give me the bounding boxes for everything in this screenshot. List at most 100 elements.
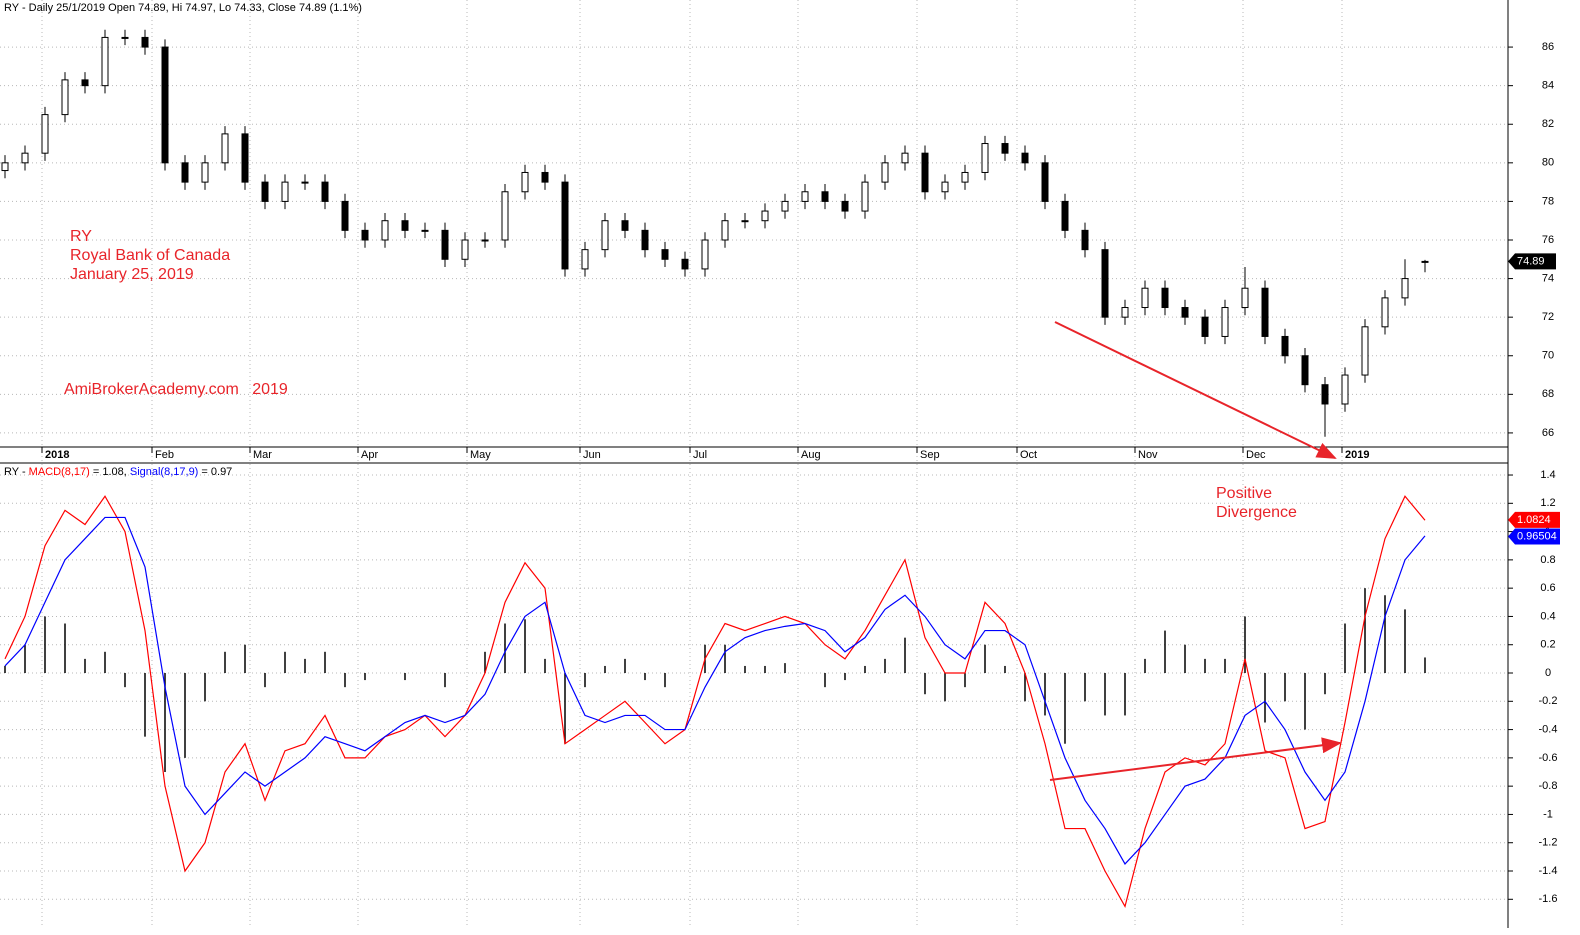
candle-body [961,171,969,183]
candle-body [1041,162,1049,202]
candle-body [361,229,369,241]
candle-body [1081,229,1089,251]
macd-title: RY - MACD(8,17) = 1.08, Signal(8,17,9) =… [4,466,232,478]
candle-body [321,181,329,202]
annotation: RY [70,228,92,245]
candle-body [101,36,109,87]
value-label: 74.89 [1517,255,1545,267]
candle-body [501,191,509,241]
candle-body [221,133,229,164]
candle-body [481,239,489,242]
x-tick-label: Apr [361,449,378,461]
title-part: = 0.97 [198,466,232,478]
candle-body [301,181,309,184]
value-label: 0.96504 [1517,530,1557,542]
y-tick-label: -0.4 [1539,723,1558,735]
candle-body [581,249,589,270]
y-tick-label: -1.2 [1539,837,1558,849]
candle-body [1121,307,1129,318]
x-tick-label: Dec [1246,449,1266,461]
y-tick-label: -0.6 [1539,752,1558,764]
x-tick-label: 2018 [45,449,69,461]
candle-body [1181,307,1189,318]
candle-body [681,258,689,270]
candle-body [1241,287,1249,309]
y-tick-label: 0.2 [1540,639,1555,651]
x-tick-label: Mar [253,449,272,461]
x-tick-label: Oct [1020,449,1037,461]
y-tick-label: 86 [1542,41,1554,53]
annotation: Positive [1216,485,1272,502]
candle-body [21,152,29,164]
candle-body [1341,374,1349,405]
candle-body [1261,287,1269,337]
title-part: MACD(8,17) [29,466,90,478]
candle-body [461,239,469,260]
x-tick-label: Jul [693,449,707,461]
candle-body [421,229,429,232]
candle-body [861,181,869,212]
candle-body [181,162,189,183]
y-tick-label: -1.4 [1539,865,1558,877]
annotation: January 25, 2019 [70,266,194,283]
x-tick-label: Sep [920,449,940,461]
candle-body [561,181,569,270]
y-tick-label: -0.2 [1539,695,1558,707]
candle-body [1161,287,1169,309]
candle-body [901,152,909,164]
candle-body [821,191,829,202]
annotation: Divergence [1216,504,1297,521]
candle-body [641,229,649,251]
value-marker [1508,528,1560,545]
candle-body [1281,335,1289,357]
candle-body [81,79,89,87]
x-tick-label: Nov [1138,449,1158,461]
candle-body [541,171,549,183]
y-tick-label: 84 [1542,80,1554,92]
macd-line [4,495,1426,908]
y-tick-label: -1 [1543,808,1553,820]
y-tick-label: -1.6 [1539,893,1558,905]
y-tick-label: 68 [1542,388,1554,400]
candle-body [401,220,409,231]
candle-body [381,220,389,241]
candle-body [1421,260,1429,263]
candle-body [1141,287,1149,309]
value-label: 1.0824 [1517,514,1551,526]
y-tick-label: 1.2 [1540,497,1555,509]
candle-body [1061,200,1069,231]
candle-body [201,162,209,183]
annotation: AmiBrokerAcademy.com 2019 [64,381,288,398]
x-tick-label: Feb [155,449,174,461]
candle-body [721,220,729,241]
candle-body [521,171,529,193]
candle-body [781,200,789,212]
candle-body [881,162,889,183]
y-tick-label: 0.8 [1540,554,1555,566]
labels: 66 68 70 72 74 76 78 80 82 84 86 2018 Feb Mar Apr May Ju… [41,41,1560,905]
candle-body [1221,307,1229,337]
candle-body [441,229,449,260]
candle-body [1201,316,1209,337]
candle-body [161,46,169,164]
candle-body [61,79,69,116]
trend-arrow [1054,321,1337,459]
candle-body [281,181,289,202]
y-tick-label: 0 [1545,667,1551,679]
marks [1,29,1429,908]
y-tick-label: 0.6 [1540,582,1555,594]
macd-line [4,516,1426,865]
trend-arrow [1049,737,1342,781]
y-tick-label: 76 [1542,234,1554,246]
grid [0,0,1508,928]
y-tick-label: -0.8 [1539,780,1558,792]
title-part: Signal(8,17,9) [130,466,199,478]
title-part: = 1.08, [90,466,130,478]
x-tick-label: Jun [583,449,601,461]
y-tick-label: 78 [1542,195,1554,207]
title-part: RY - [4,466,29,478]
candle-body [41,114,49,154]
x-tick-label: May [470,449,491,461]
